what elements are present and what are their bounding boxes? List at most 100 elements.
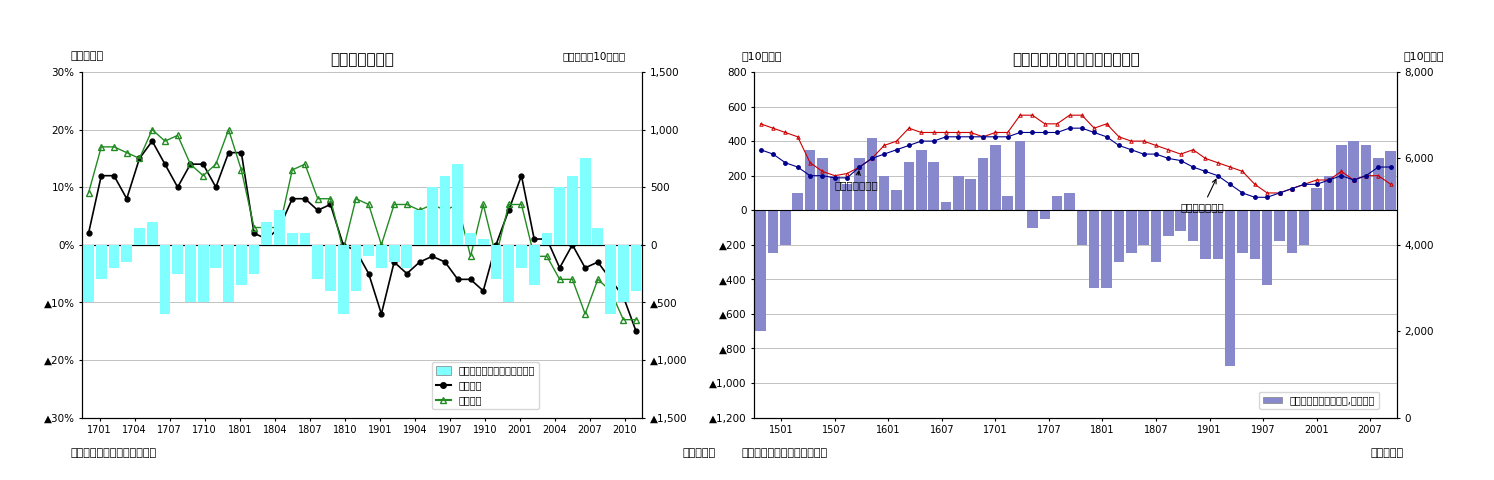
Text: （年・月）: （年・月） [683, 448, 716, 457]
Bar [197, 245, 209, 302]
Bar [273, 210, 285, 245]
Bar [780, 210, 790, 245]
Bar [1385, 152, 1395, 210]
Bar [160, 245, 170, 314]
Text: （前年差、10億円）: （前年差、10億円） [562, 51, 626, 61]
Bar [529, 245, 539, 285]
Bar [478, 239, 489, 245]
Bar [326, 245, 336, 291]
Bar [465, 233, 477, 245]
Bar [515, 245, 527, 268]
Bar [427, 187, 438, 245]
Bar [605, 245, 616, 314]
Bar [568, 176, 578, 245]
Bar [817, 158, 828, 210]
Bar [1213, 210, 1224, 259]
Bar [1089, 210, 1100, 288]
Text: 輸出（右目盛）: 輸出（右目盛） [1180, 180, 1225, 212]
Bar [414, 210, 424, 245]
Bar [1064, 193, 1074, 210]
Bar [1113, 210, 1123, 262]
Bar [376, 245, 387, 268]
Bar [1052, 196, 1062, 210]
Bar [1312, 188, 1322, 210]
Bar [867, 138, 877, 210]
Bar [829, 176, 840, 210]
Bar [248, 245, 260, 274]
Bar [792, 193, 802, 210]
Bar [388, 245, 399, 262]
Bar [630, 245, 641, 291]
Bar [1188, 210, 1198, 241]
Bar [904, 162, 914, 210]
Bar [1126, 210, 1137, 253]
Bar [312, 245, 323, 279]
Title: 貿易収支（季節調整値）の推移: 貿易収支（季節調整値）の推移 [1011, 52, 1140, 67]
Legend: 貿易収支・前年差（右目盛）, 輸出金額, 輸入金額: 貿易収支・前年差（右目盛）, 輸出金額, 輸入金額 [432, 362, 539, 409]
Bar [977, 158, 988, 210]
Bar [1028, 210, 1038, 228]
Bar [892, 190, 902, 210]
Bar [916, 150, 926, 210]
Legend: 貿易収支（季節調整値,左目盛）: 貿易収支（季節調整値,左目盛） [1259, 392, 1379, 409]
Bar [1298, 210, 1309, 245]
Text: （資料）財務省「貿易統計」: （資料）財務省「貿易統計」 [741, 448, 828, 457]
Bar [1164, 210, 1174, 236]
Bar [223, 245, 235, 302]
Bar [1249, 210, 1259, 259]
Bar [991, 144, 1001, 210]
Bar [185, 245, 196, 302]
Bar [172, 245, 184, 274]
Bar [965, 179, 976, 210]
Bar [1349, 141, 1360, 210]
Bar [1324, 176, 1334, 210]
Bar [490, 245, 502, 279]
Bar [1237, 210, 1247, 253]
Bar [236, 245, 247, 285]
Bar [593, 228, 604, 245]
Bar [453, 164, 463, 245]
Bar [953, 176, 964, 210]
Bar [1286, 210, 1297, 253]
Bar [878, 176, 889, 210]
Bar [84, 245, 94, 302]
Bar [300, 233, 311, 245]
Bar [351, 245, 362, 291]
Bar [503, 245, 514, 302]
Bar [1274, 210, 1285, 241]
Text: （前年比）: （前年比） [72, 51, 105, 61]
Bar [1200, 210, 1210, 259]
Bar [1002, 196, 1013, 210]
Bar [843, 184, 853, 210]
Bar [338, 245, 348, 314]
Bar [580, 158, 590, 245]
Bar [1014, 141, 1025, 210]
Text: （年・月）: （年・月） [1370, 448, 1403, 457]
Bar [1150, 210, 1161, 262]
Bar [1336, 144, 1346, 210]
Bar [941, 202, 952, 210]
Bar [1361, 144, 1371, 210]
Bar [855, 158, 865, 210]
Bar [768, 210, 778, 253]
Bar [928, 162, 938, 210]
Bar [756, 210, 766, 331]
Bar [211, 245, 221, 268]
Bar [1262, 210, 1273, 285]
Bar [1101, 210, 1112, 288]
Bar [1225, 210, 1236, 366]
Bar [1138, 210, 1149, 245]
Bar [121, 245, 131, 262]
Bar [554, 187, 565, 245]
Bar [261, 222, 272, 245]
Bar [805, 150, 816, 210]
Bar [1077, 210, 1088, 245]
Bar [287, 233, 297, 245]
Bar [363, 245, 374, 256]
Bar [402, 245, 412, 268]
Text: （資料）財務省「貿易統計」: （資料）財務省「貿易統計」 [72, 448, 157, 457]
Bar [146, 222, 157, 245]
Bar [134, 228, 145, 245]
Bar [619, 245, 629, 302]
Bar [96, 245, 106, 279]
